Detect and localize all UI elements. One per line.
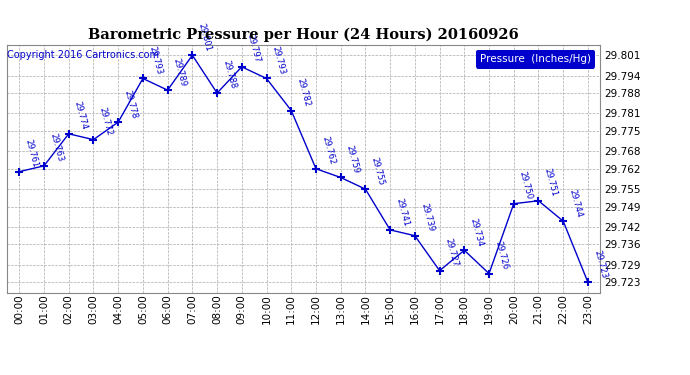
- Text: Copyright 2016 Cartronics.com: Copyright 2016 Cartronics.com: [8, 50, 159, 60]
- Text: 29.751: 29.751: [542, 168, 559, 198]
- Text: 29.741: 29.741: [394, 197, 411, 227]
- Text: 29.755: 29.755: [370, 156, 386, 186]
- Text: 29.763: 29.763: [48, 132, 64, 163]
- Text: 29.793: 29.793: [270, 45, 287, 76]
- Text: 29.788: 29.788: [221, 60, 237, 90]
- Text: 29.723: 29.723: [592, 249, 609, 279]
- Text: 29.782: 29.782: [295, 77, 312, 108]
- Text: 29.793: 29.793: [147, 45, 164, 76]
- Text: 29.734: 29.734: [469, 217, 484, 248]
- Text: 29.762: 29.762: [320, 135, 336, 166]
- Text: 29.761: 29.761: [23, 138, 39, 169]
- Text: 29.727: 29.727: [444, 237, 460, 268]
- Text: 29.759: 29.759: [345, 144, 361, 175]
- Text: 29.801: 29.801: [197, 22, 213, 53]
- Text: 29.772: 29.772: [97, 106, 114, 137]
- Text: 29.797: 29.797: [246, 34, 262, 64]
- Text: 29.750: 29.750: [518, 171, 534, 201]
- Text: 29.744: 29.744: [567, 188, 584, 218]
- Text: 29.774: 29.774: [73, 100, 89, 131]
- Text: 29.789: 29.789: [172, 57, 188, 87]
- Title: Barometric Pressure per Hour (24 Hours) 20160926: Barometric Pressure per Hour (24 Hours) …: [88, 28, 519, 42]
- Text: 29.739: 29.739: [419, 202, 435, 233]
- Text: 29.778: 29.778: [122, 89, 139, 119]
- Text: 29.726: 29.726: [493, 240, 509, 271]
- Legend: Pressure  (Inches/Hg): Pressure (Inches/Hg): [476, 50, 595, 69]
